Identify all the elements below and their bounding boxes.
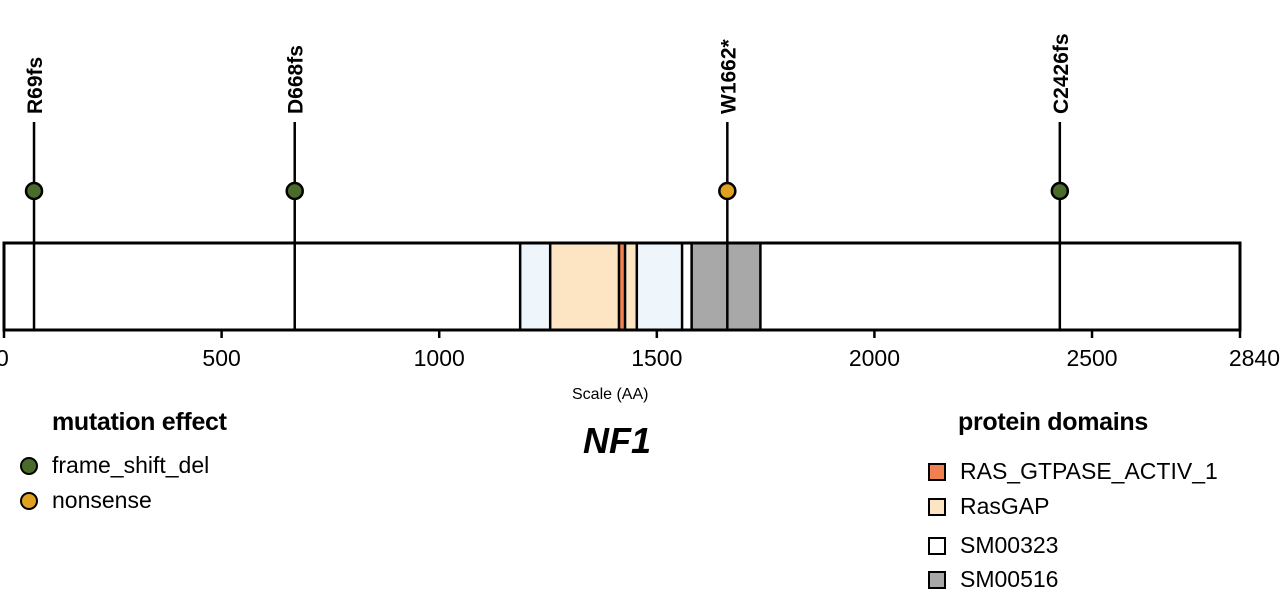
- axis-tick-label: 1500: [631, 345, 682, 371]
- sm00516-swatch: [928, 570, 946, 589]
- mutation-head[interactable]: [285, 181, 304, 201]
- mutation-label: C2426fs: [1050, 33, 1073, 114]
- axis-label: Scale (AA): [572, 386, 649, 403]
- domain-legend-label: RAS_GTPASE_ACTIV_1: [960, 458, 1218, 484]
- mutation-head[interactable]: [24, 181, 44, 201]
- axis-tick-label: 2000: [849, 345, 900, 371]
- mutation-label: W1662*: [717, 38, 740, 114]
- protein-backbone: [2, 241, 1242, 332]
- domain-legend-label: RasGAP: [960, 493, 1050, 519]
- ras-gtpase-swatch: [928, 462, 946, 481]
- mutation-label: D668fs: [285, 45, 308, 114]
- domain-legend-title: protein domains: [958, 408, 1148, 436]
- mutation-legend-label: frame_shift_del: [52, 452, 210, 478]
- rasgap-swatch: [928, 497, 946, 516]
- axis-tick-label: 2840: [1229, 345, 1280, 371]
- axis-tick-label: 2500: [1066, 345, 1117, 371]
- nonsense-swatch: [20, 491, 38, 510]
- domain-legend-label: SM00323: [960, 532, 1059, 558]
- mutation-head[interactable]: [1050, 181, 1070, 201]
- mutation-label: R69fs: [24, 57, 47, 114]
- axis-ticks-layer: 0 500 1000 1500 2000 2500 2840: [0, 330, 1280, 371]
- domain-legend-item-sm00323: SM00323: [928, 532, 1058, 559]
- axis-tick-label: 0: [0, 345, 9, 371]
- domain-sm00516: [690, 241, 762, 332]
- lollipops-layer: R69fs D668fs W1662* C2426fs: [24, 33, 1073, 330]
- domains-layer: [518, 241, 762, 332]
- mutation-head[interactable]: [718, 181, 737, 201]
- domain-legend-item-ras-gtpase: RAS_GTPASE_ACTIV_1: [928, 458, 1218, 485]
- mutation-legend-item-nonsense: nonsense: [20, 487, 152, 514]
- domain-legend-label: SM00516: [960, 566, 1059, 592]
- domain-legend-item-sm00516: SM00516: [928, 566, 1058, 593]
- mutation-legend-label: nonsense: [52, 487, 152, 513]
- axis-tick-label: 1000: [414, 345, 465, 371]
- sm00323-swatch: [928, 536, 946, 555]
- mutation-legend-title: mutation effect: [52, 408, 227, 436]
- domain-legend-item-rasgap: RasGAP: [928, 493, 1049, 520]
- gene-name: NF1: [583, 420, 652, 461]
- mutation-legend-item-frame-shift-del: frame_shift_del: [20, 452, 209, 479]
- domain-ras-gtpase-activ-1: [617, 241, 627, 332]
- frame-shift-del-swatch: [20, 456, 38, 475]
- axis-tick-label: 500: [202, 345, 240, 371]
